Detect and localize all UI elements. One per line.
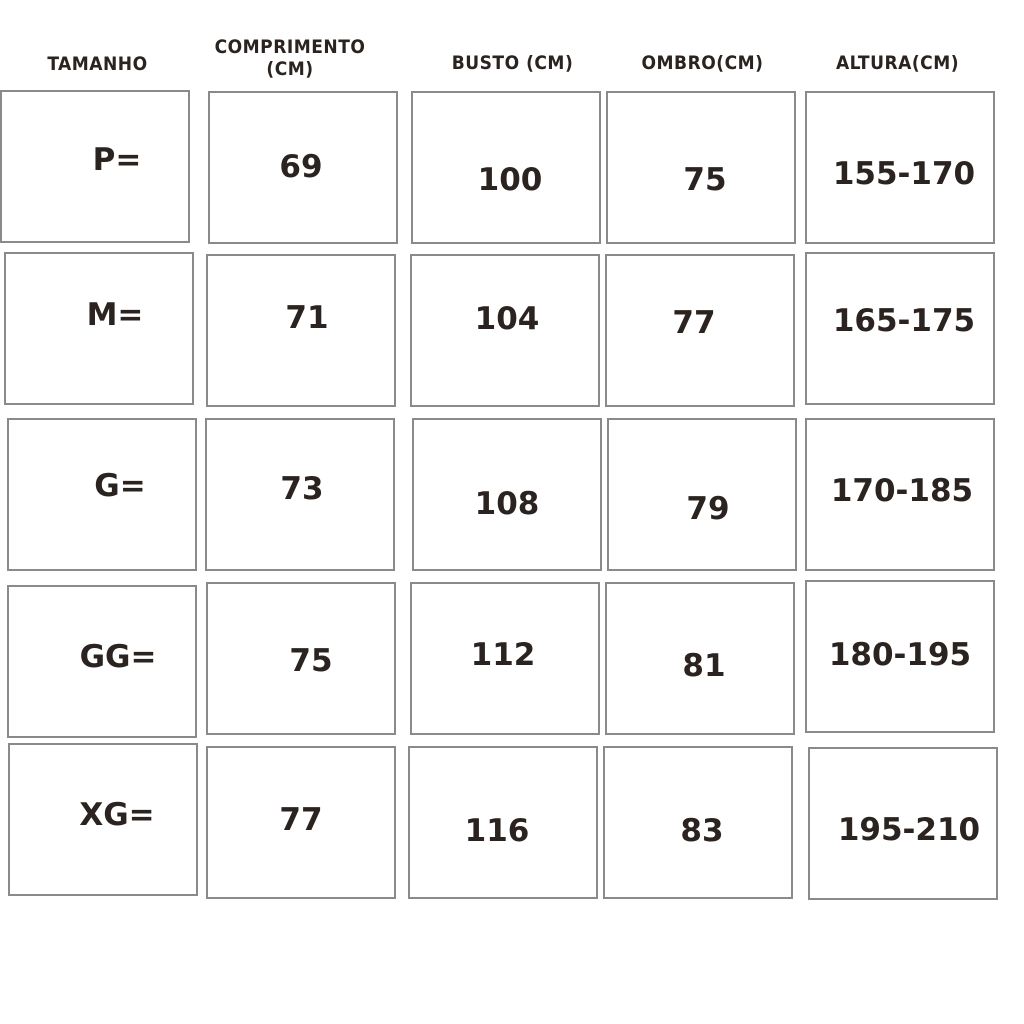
cell-value-size: P= — [92, 141, 142, 178]
cell-value-comprimento: 77 — [279, 801, 323, 838]
table-cell-comprimento: 71 — [206, 254, 396, 407]
header-ombro: OMBRO(CM) — [641, 52, 764, 74]
cell-value-size: M= — [86, 296, 144, 333]
table-cell-altura: 155-170 — [805, 91, 995, 244]
table-cell-comprimento: 69 — [208, 91, 398, 244]
table-cell-busto: 112 — [410, 582, 600, 735]
cell-value-comprimento: 75 — [289, 642, 333, 679]
table-cell-busto: 100 — [411, 91, 601, 244]
header-tamanho: TAMANHO — [47, 53, 148, 75]
header-altura: ALTURA(CM) — [835, 52, 960, 74]
cell-value-ombro: 77 — [672, 304, 716, 341]
table-cell-ombro: 79 — [607, 418, 797, 571]
table-cell-size: M= — [4, 252, 194, 405]
cell-value-busto: 108 — [474, 485, 540, 522]
cell-value-size: XG= — [79, 796, 155, 833]
cell-value-altura: 180-195 — [828, 636, 972, 673]
table-cell-altura: 165-175 — [805, 252, 995, 405]
table-cell-size: GG= — [7, 585, 197, 738]
cell-value-comprimento: 73 — [280, 470, 324, 507]
table-cell-altura: 195-210 — [808, 747, 998, 900]
cell-value-comprimento: 69 — [279, 148, 323, 185]
table-cell-comprimento: 75 — [206, 582, 396, 735]
cell-value-ombro: 81 — [682, 647, 726, 684]
table-cell-ombro: 75 — [606, 91, 796, 244]
cell-value-altura: 155-170 — [832, 155, 976, 192]
cell-value-ombro: 83 — [680, 812, 724, 849]
table-cell-comprimento: 73 — [205, 418, 395, 571]
cell-value-ombro: 79 — [686, 490, 730, 527]
table-cell-size: XG= — [8, 743, 198, 896]
table-cell-busto: 108 — [412, 418, 602, 571]
table-cell-altura: 180-195 — [805, 580, 995, 733]
cell-value-busto: 100 — [477, 161, 543, 198]
cell-value-altura: 165-175 — [832, 302, 976, 339]
table-cell-comprimento: 77 — [206, 746, 396, 899]
cell-value-busto: 104 — [474, 300, 540, 337]
cell-value-altura: 195-210 — [837, 811, 981, 848]
cell-value-size: GG= — [79, 638, 157, 675]
header-comprimento: COMPRIMENTO (CM) — [185, 36, 395, 80]
table-cell-ombro: 77 — [605, 254, 795, 407]
header-comprimento-line2: (CM) — [266, 58, 314, 80]
table-cell-ombro: 83 — [603, 746, 793, 899]
header-comprimento-line1: COMPRIMENTO — [214, 36, 366, 58]
cell-value-size: G= — [94, 467, 146, 504]
cell-value-comprimento: 71 — [285, 299, 329, 336]
cell-value-ombro: 75 — [683, 161, 727, 198]
header-busto: BUSTO (CM) — [451, 52, 574, 74]
cell-value-busto: 116 — [464, 812, 530, 849]
table-cell-size: P= — [0, 90, 190, 243]
table-cell-busto: 116 — [408, 746, 598, 899]
table-cell-ombro: 81 — [605, 582, 795, 735]
cell-value-altura: 170-185 — [830, 472, 974, 509]
table-cell-altura: 170-185 — [805, 418, 995, 571]
table-cell-size: G= — [7, 418, 197, 571]
table-cell-busto: 104 — [410, 254, 600, 407]
cell-value-busto: 112 — [470, 636, 536, 673]
